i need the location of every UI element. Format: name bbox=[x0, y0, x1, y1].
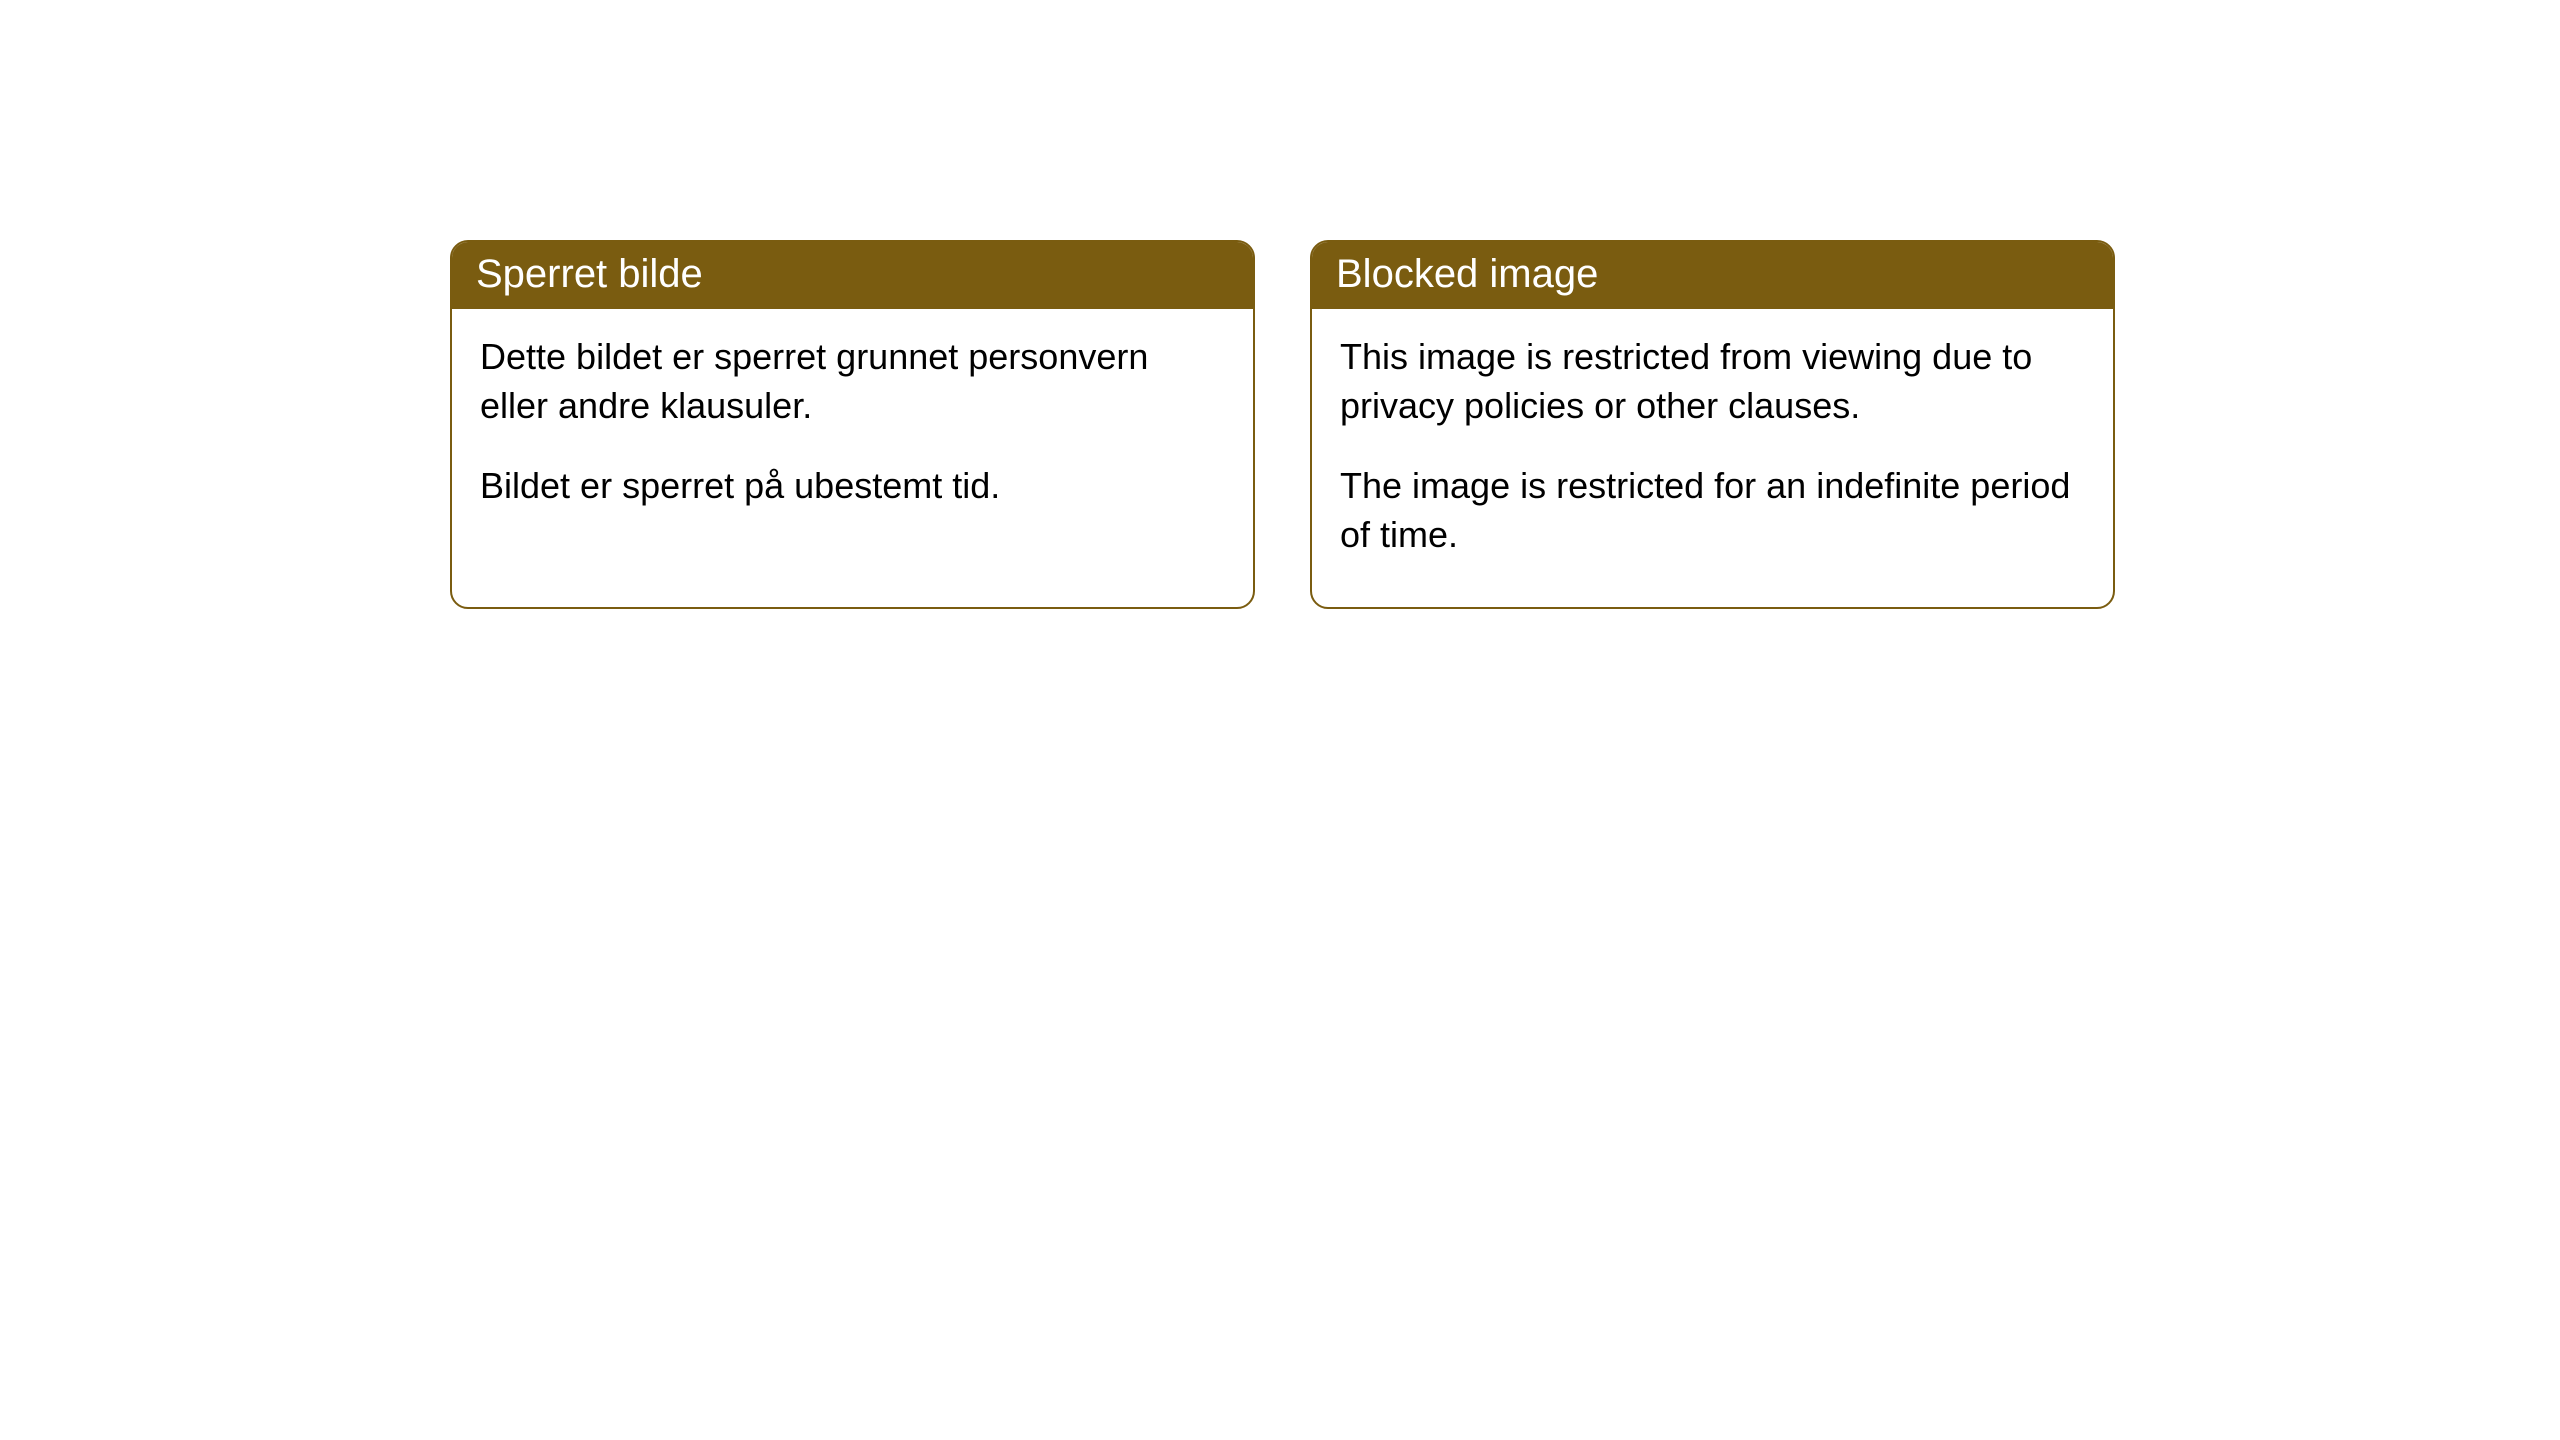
card-paragraph: This image is restricted from viewing du… bbox=[1340, 333, 2085, 430]
card-container: Sperret bilde Dette bildet er sperret gr… bbox=[450, 240, 2560, 609]
card-header-no: Sperret bilde bbox=[452, 242, 1253, 309]
card-body-en: This image is restricted from viewing du… bbox=[1312, 309, 2113, 607]
card-body-no: Dette bildet er sperret grunnet personve… bbox=[452, 309, 1253, 559]
blocked-image-card-no: Sperret bilde Dette bildet er sperret gr… bbox=[450, 240, 1255, 609]
card-title-en: Blocked image bbox=[1336, 252, 1598, 296]
blocked-image-card-en: Blocked image This image is restricted f… bbox=[1310, 240, 2115, 609]
card-paragraph: The image is restricted for an indefinit… bbox=[1340, 462, 2085, 559]
card-header-en: Blocked image bbox=[1312, 242, 2113, 309]
card-paragraph: Dette bildet er sperret grunnet personve… bbox=[480, 333, 1225, 430]
card-title-no: Sperret bilde bbox=[476, 252, 703, 296]
card-paragraph: Bildet er sperret på ubestemt tid. bbox=[480, 462, 1225, 511]
